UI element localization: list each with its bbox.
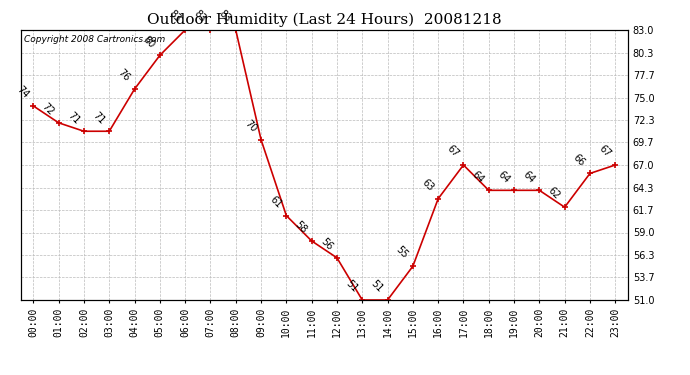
Text: 83: 83	[192, 9, 208, 24]
Text: 55: 55	[394, 245, 410, 261]
Text: 62: 62	[546, 186, 562, 202]
Text: Copyright 2008 Cartronics.com: Copyright 2008 Cartronics.com	[23, 35, 165, 44]
Text: 71: 71	[90, 110, 106, 126]
Text: 51: 51	[369, 279, 385, 294]
Text: 83: 83	[217, 9, 233, 24]
Text: 58: 58	[293, 219, 309, 236]
Text: 71: 71	[66, 110, 81, 126]
Text: 64: 64	[471, 169, 486, 185]
Text: 67: 67	[597, 144, 613, 159]
Text: 56: 56	[318, 236, 334, 252]
Text: 74: 74	[14, 84, 30, 100]
Text: 64: 64	[495, 169, 511, 185]
Text: 76: 76	[116, 68, 132, 84]
Title: Outdoor Humidity (Last 24 Hours)  20081218: Outdoor Humidity (Last 24 Hours) 2008121…	[147, 13, 502, 27]
Text: 72: 72	[40, 101, 56, 117]
Text: 51: 51	[344, 279, 359, 294]
Text: 67: 67	[445, 144, 461, 159]
Text: 70: 70	[242, 118, 258, 134]
Text: 61: 61	[268, 194, 284, 210]
Text: 66: 66	[571, 152, 587, 168]
Text: 63: 63	[420, 177, 435, 193]
Text: 80: 80	[141, 34, 157, 50]
Text: 64: 64	[521, 169, 537, 185]
Text: 83: 83	[167, 9, 182, 24]
